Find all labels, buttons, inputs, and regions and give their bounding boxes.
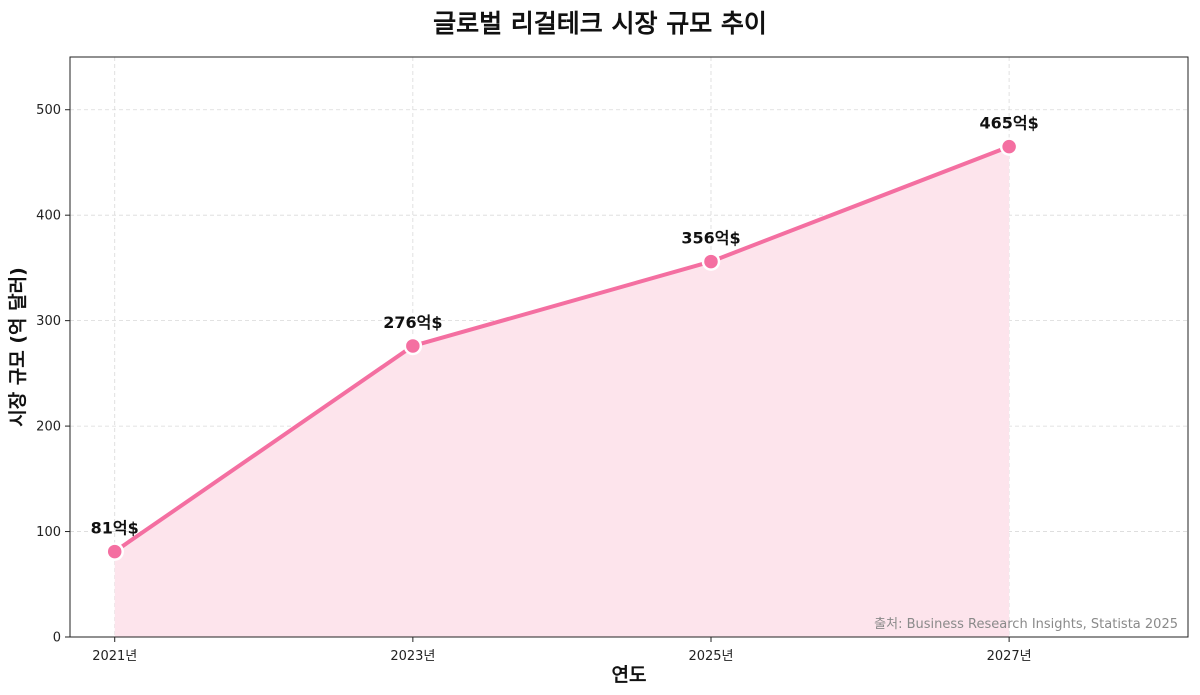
- series-line: [112, 144, 1012, 554]
- y-tick-label: 0: [53, 631, 61, 646]
- data-label: 465억$: [979, 114, 1038, 133]
- y-tick-label: 300: [36, 314, 61, 329]
- data-label: 81억$: [91, 519, 139, 538]
- source-note: 출처: Business Research Insights, Statista…: [874, 617, 1178, 632]
- data-label: 276억$: [383, 313, 442, 332]
- y-tick-label: 400: [36, 209, 61, 224]
- data-point: [403, 336, 423, 356]
- x-tick-label: 2025년: [688, 649, 733, 664]
- data-point: [999, 137, 1019, 156]
- area-layer: [114, 146, 1010, 638]
- x-tick-label: 2021년: [92, 649, 137, 664]
- data-labels: 81억$ 276억$ 356억$ 465억$: [91, 114, 1039, 538]
- y-tick-label: 200: [36, 420, 61, 435]
- x-axis-label: 연도: [612, 664, 647, 686]
- y-tick-label: 500: [36, 103, 61, 118]
- line-layer: [112, 144, 1012, 554]
- y-tick-label: 100: [36, 525, 61, 540]
- x-tick-label: 2027년: [987, 649, 1032, 664]
- y-axis-label: 시장 규모 (억 달러): [7, 267, 29, 427]
- points-layer: [105, 137, 1019, 561]
- data-label: 356억$: [681, 229, 740, 248]
- plot-frame: [69, 56, 1189, 638]
- series-area-fill: [114, 146, 1010, 638]
- chart-title: 글로벌 리걸테크 시장 규모 추이: [433, 9, 767, 38]
- y-axis-ticks: 0 100 200 300 400 500: [36, 103, 70, 646]
- data-point: [701, 252, 721, 271]
- x-axis-ticks: 2021년 2023년 2025년 2027년: [92, 637, 1032, 664]
- x-tick-label: 2023년: [390, 649, 435, 664]
- data-point: [105, 542, 124, 561]
